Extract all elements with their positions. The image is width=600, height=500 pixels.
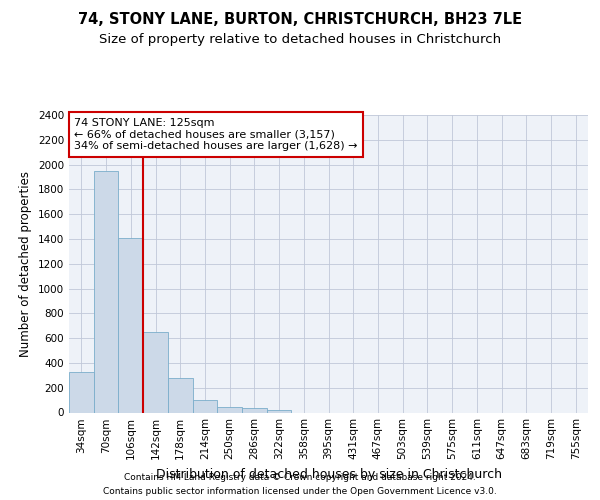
Y-axis label: Number of detached properties: Number of detached properties <box>19 171 32 357</box>
Bar <box>94 171 118 412</box>
Bar <box>217 406 242 412</box>
Bar <box>118 238 143 412</box>
Text: 74 STONY LANE: 125sqm
← 66% of detached houses are smaller (3,157)
34% of semi-d: 74 STONY LANE: 125sqm ← 66% of detached … <box>74 118 358 151</box>
Text: 74, STONY LANE, BURTON, CHRISTCHURCH, BH23 7LE: 74, STONY LANE, BURTON, CHRISTCHURCH, BH… <box>78 12 522 28</box>
Text: Contains HM Land Registry data © Crown copyright and database right 2024.: Contains HM Land Registry data © Crown c… <box>124 472 476 482</box>
Bar <box>168 378 193 412</box>
X-axis label: Distribution of detached houses by size in Christchurch: Distribution of detached houses by size … <box>155 468 502 481</box>
Bar <box>143 332 168 412</box>
Bar <box>69 372 94 412</box>
Bar <box>193 400 217 412</box>
Text: Contains public sector information licensed under the Open Government Licence v3: Contains public sector information licen… <box>103 488 497 496</box>
Bar <box>267 410 292 412</box>
Bar <box>242 408 267 412</box>
Text: Size of property relative to detached houses in Christchurch: Size of property relative to detached ho… <box>99 32 501 46</box>
